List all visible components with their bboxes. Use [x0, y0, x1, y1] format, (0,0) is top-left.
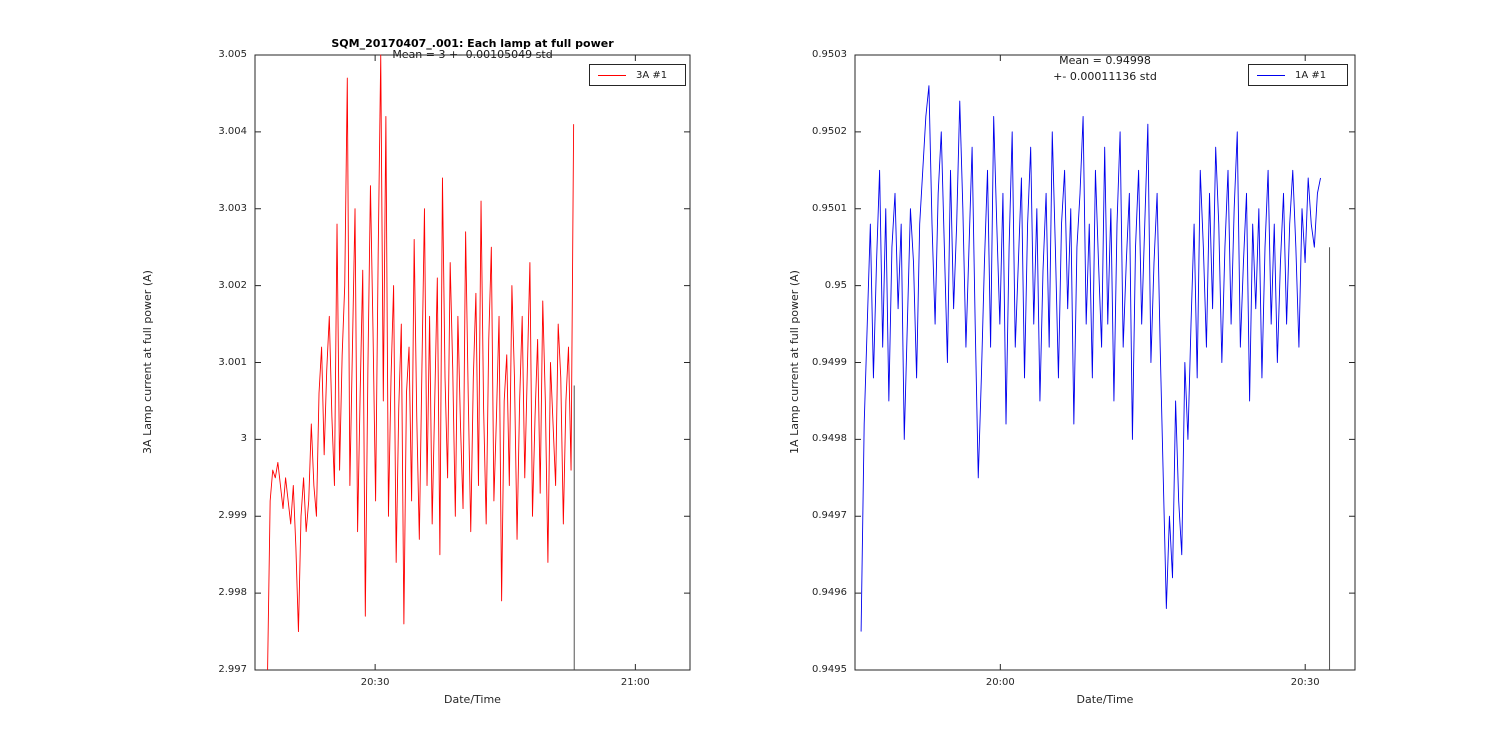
legend-label: 1A #1 — [1295, 69, 1327, 81]
y-tick-label: 3.002 — [218, 279, 247, 291]
y-tick-label: 2.997 — [218, 664, 247, 675]
legend-line-sample — [598, 74, 626, 76]
y-tick-label: 0.95 — [824, 279, 847, 291]
mean-annotation-line1: Mean = 0.94998 — [1059, 54, 1151, 67]
chart-right-1a-lamp: Mean = 0.94998 +- 0.00011136 std Date/Ti… — [750, 0, 1500, 750]
legend-box: 1A #1 — [1248, 64, 1348, 86]
x-axis-label: Date/Time — [444, 693, 501, 706]
mean-annotation-line2: +- 0.00011136 std — [1053, 70, 1157, 83]
y-tick-label: 3.004 — [218, 125, 247, 137]
series-line-3a-1 — [267, 54, 575, 671]
plot-area — [854, 54, 1356, 671]
mean-annotation: Mean = 0.94998 +- 0.00011136 std — [855, 53, 1355, 85]
y-tick-label: 0.9498 — [812, 433, 847, 445]
series-line-1a-1 — [860, 85, 1321, 632]
legend-line-sample — [1257, 74, 1285, 76]
chart-title: SQM_20170407_.001: Each lamp at full pow… — [331, 37, 614, 50]
axes-box — [254, 54, 691, 671]
y-tick-label: 3.003 — [218, 202, 247, 214]
x-tick-label: 21:00 — [620, 677, 650, 688]
y-tick-label: 0.9497 — [812, 510, 847, 522]
y-tick-label: 0.9499 — [812, 356, 847, 368]
y-tick-label: 2.998 — [218, 587, 247, 599]
y-tick-label: 3 — [240, 433, 247, 445]
y-tick-label: 0.9501 — [812, 202, 847, 214]
y-tick-label: 3.001 — [218, 356, 247, 368]
y-tick-label: 3.005 — [218, 49, 247, 60]
x-axis-label: Date/Time — [1076, 693, 1134, 706]
y-tick-label: 0.9495 — [812, 664, 847, 675]
chart-left-3a-lamp: Mean = 3 +- 0.00105049 std SQM_20170407_… — [141, 37, 691, 706]
y-tick-label: 0.9503 — [812, 49, 847, 60]
y-axis-label: 3A Lamp current at full power (A) — [141, 270, 154, 454]
y-tick-label: 0.9502 — [812, 125, 847, 137]
mean-annotation-line1: Mean = 3 +- 0.00105049 std — [392, 48, 553, 61]
legend-label: 3A #1 — [636, 69, 668, 81]
y-tick-label: 2.999 — [218, 510, 247, 522]
legend-box: 3A #1 — [589, 64, 686, 86]
mean-annotation: Mean = 3 +- 0.00105049 std — [255, 47, 690, 63]
y-tick-label: 0.9496 — [812, 587, 847, 599]
x-tick-label: 20:30 — [1290, 677, 1320, 688]
x-tick-label: 20:30 — [360, 677, 390, 688]
plot-area — [254, 54, 691, 671]
x-tick-label: 20:00 — [985, 677, 1015, 688]
